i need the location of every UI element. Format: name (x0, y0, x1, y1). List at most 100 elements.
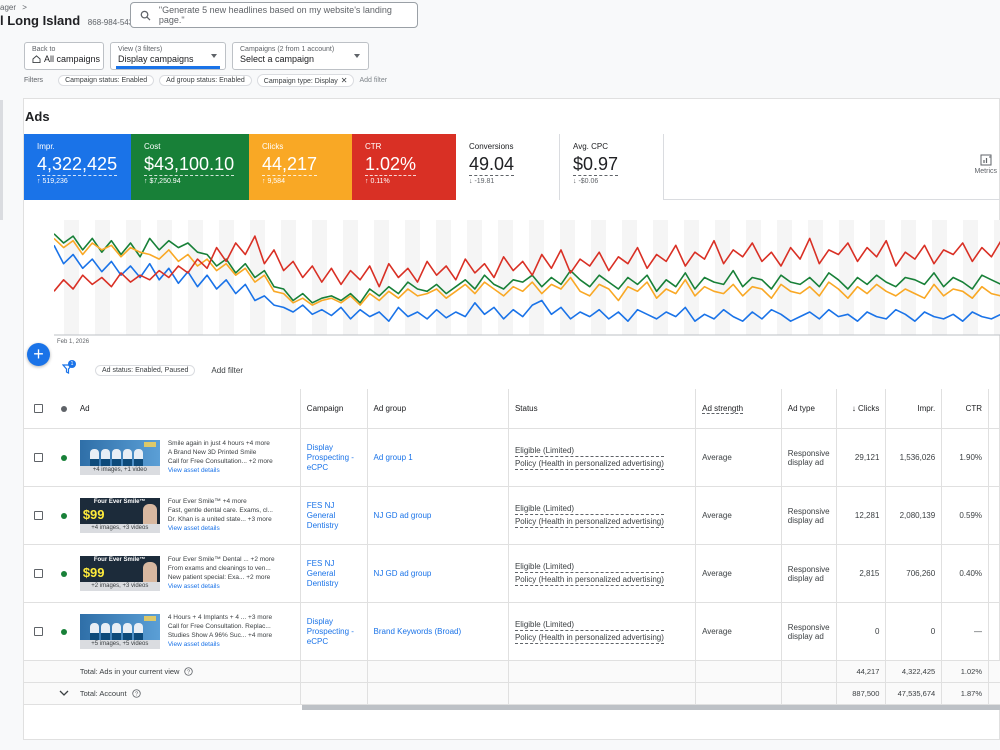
col-header-more (989, 389, 1000, 428)
help-icon[interactable]: ? (131, 689, 141, 698)
ad-status-filter-chip[interactable]: Ad status: Enabled, Paused (95, 364, 196, 376)
enabled-status-icon[interactable] (60, 628, 67, 635)
ad-thumbnail[interactable]: Four Ever Smile™ $99 +2 images, +3 videos (79, 556, 160, 591)
total-spacer (696, 661, 782, 682)
status-primary[interactable]: Eligible (Limited) (514, 446, 664, 457)
metric-card-cost[interactable]: Cost $43,100.10 ↑ $7,250.94 (131, 134, 249, 200)
row-checkbox[interactable] (34, 569, 44, 578)
ad-type-cell: Responsive display ad (782, 429, 837, 486)
campaign-cell: FES NJ General Dentistry (301, 487, 368, 544)
metrics-button-label: Metrics (974, 168, 997, 175)
campaign-link[interactable]: FES NJ General Dentistry (306, 500, 339, 530)
column-chart-icon (980, 154, 992, 166)
ad-description: Call for Free Consultation... +2 more (167, 458, 273, 465)
status-policy[interactable]: Policy (Health in personalized advertisi… (514, 574, 664, 586)
view-asset-details-link[interactable]: View asset details (167, 641, 220, 648)
add-filter-link[interactable]: Add filter (359, 76, 388, 84)
ad-thumbnail[interactable]: Four Ever Smile™ $99 +4 images, +3 videos (79, 498, 160, 533)
view-asset-details-link[interactable]: View asset details (167, 467, 220, 474)
total-spacer (368, 683, 509, 704)
ad-strength-cell: Average (696, 429, 782, 486)
row-checkbox[interactable] (34, 511, 44, 520)
col-header-clicks[interactable]: ↓ Clicks (837, 389, 887, 428)
total-spacer (782, 661, 837, 682)
filter-chip-ad-group-status[interactable]: Ad group status: Enabled (159, 74, 252, 86)
view-selector[interactable]: View (3 filters) Display campaigns (110, 42, 226, 70)
account-breadcrumb[interactable]: ager > (0, 3, 27, 12)
row-checkbox[interactable] (34, 453, 44, 462)
clicks-cell: 2,815 (837, 545, 887, 602)
status-policy[interactable]: Policy (Health in personalized advertisi… (514, 632, 664, 644)
ad-cell: +5 images, +5 videos 4 Hours + 4 Implant… (74, 603, 301, 660)
table-row[interactable]: Four Ever Smile™ $99 +4 images, +3 videos… (24, 487, 1000, 545)
chart-grid-band (591, 220, 606, 335)
back-to-all-campaigns[interactable]: Back to All campaigns (24, 42, 104, 70)
campaign-selector[interactable]: Campaigns (2 from 1 account) Select a ca… (232, 42, 369, 70)
chart-grid-band (529, 220, 544, 335)
metrics-button[interactable]: Metrics (974, 154, 997, 175)
view-asset-details-link[interactable]: View asset details (167, 583, 220, 590)
table-row[interactable]: +5 images, +5 videos 4 Hours + 4 Implant… (24, 603, 1000, 661)
total-spacer (989, 683, 1000, 704)
campaign-link[interactable]: Display Prospecting - eCPC (306, 616, 354, 646)
ad-group-link[interactable]: Brand Keywords (Broad) (373, 626, 462, 636)
impr-cell: 0 (886, 603, 943, 660)
total-impr: 4,322,425 (886, 661, 943, 682)
status-dot-icon[interactable] (60, 405, 67, 412)
campaign-cell: Display Prospecting - eCPC (301, 429, 368, 486)
status-policy[interactable]: Policy (Health in personalized advertisi… (514, 458, 664, 470)
metric-card-ctr[interactable]: CTR 1.02% ↑ 0.11% (352, 134, 456, 200)
status-policy[interactable]: Policy (Health in personalized advertisi… (514, 516, 664, 528)
metric-card-conversions[interactable]: Conversions 49.04 ↓ -19.81 (456, 134, 560, 200)
search-input[interactable]: "Generate 5 new headlines based on my we… (130, 2, 418, 28)
col-header-ad[interactable]: Ad (74, 389, 301, 428)
col-header-ad-group[interactable]: Ad group (368, 389, 509, 428)
enabled-status-icon[interactable] (60, 512, 67, 519)
campaign-link[interactable]: FES NJ General Dentistry (306, 558, 339, 588)
metric-card-impr[interactable]: Impr. 4,322,425 ↑ 519,236 (24, 134, 131, 200)
metric-delta: ↓ -$0.06 (573, 178, 599, 185)
status-primary[interactable]: Eligible (Limited) (514, 620, 664, 631)
chevron-down-icon (59, 690, 69, 696)
col-header-ad-type[interactable]: Ad type (782, 389, 837, 428)
ad-group-link[interactable]: Ad group 1 (373, 452, 413, 462)
metric-delta: ↑ 519,236 (37, 178, 68, 185)
enabled-status-icon[interactable] (60, 454, 67, 461)
ad-strength-cell: Average (696, 603, 782, 660)
col-header-campaign[interactable]: Campaign (301, 389, 368, 428)
total-spacer (782, 683, 837, 704)
ad-thumbnail[interactable]: +5 images, +5 videos (79, 614, 160, 649)
status-primary[interactable]: Eligible (Limited) (514, 562, 664, 573)
view-asset-details-link[interactable]: View asset details (167, 525, 220, 532)
clicks-cell: 29,121 (837, 429, 887, 486)
filter-button[interactable]: 1 (61, 360, 76, 376)
expand-toggle[interactable] (54, 683, 74, 704)
col-header-impr[interactable]: Impr. (886, 389, 943, 428)
table-row[interactable]: +4 images, +1 video Smile again in just … (24, 429, 1000, 487)
col-header-ad-strength[interactable]: Ad strength (696, 389, 782, 428)
status-primary[interactable]: Eligible (Limited) (514, 504, 664, 515)
close-icon[interactable]: ✕ (340, 75, 348, 85)
ad-group-link[interactable]: NJ GD ad group (373, 510, 432, 520)
add-button[interactable]: + (27, 343, 50, 366)
col-header-status[interactable]: Status (509, 389, 697, 428)
enabled-status-icon[interactable] (60, 570, 67, 577)
col-header-ctr[interactable]: CTR (942, 389, 990, 428)
metric-card-clicks[interactable]: Clicks 44,217 ↑ 9,584 (249, 134, 352, 200)
search-placeholder: "Generate 5 new headlines based on my we… (158, 5, 392, 25)
filter-chip-campaign-status[interactable]: Campaign status: Enabled (58, 74, 155, 86)
filter-chip-campaign-type[interactable]: Campaign type: Display ✕ (256, 73, 355, 87)
add-filter-button[interactable]: Add filter (211, 365, 243, 375)
row-status-cell (54, 487, 74, 544)
metric-card-avg-cpc[interactable]: Avg. CPC $0.97 ↓ -$0.06 (560, 134, 664, 200)
ad-thumbnail[interactable]: +4 images, +1 video (79, 440, 160, 475)
ad-image-price: $99 (82, 507, 105, 522)
help-icon[interactable]: ? (184, 667, 194, 676)
ad-group-link[interactable]: NJ GD ad group (373, 568, 432, 578)
campaign-link[interactable]: Display Prospecting - eCPC (306, 442, 354, 472)
table-row[interactable]: Four Ever Smile™ $99 +2 images, +3 videos… (24, 545, 1000, 603)
select-all-checkbox[interactable] (34, 404, 44, 413)
chart-grid-band (219, 220, 234, 335)
horizontal-scrollbar[interactable] (302, 705, 1000, 710)
row-checkbox[interactable] (34, 627, 44, 636)
